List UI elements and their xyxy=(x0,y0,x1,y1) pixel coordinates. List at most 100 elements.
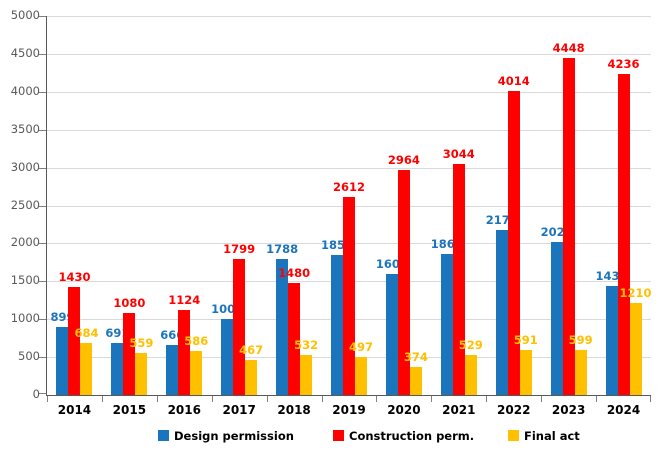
bar-construction-perm-2014 xyxy=(68,286,81,395)
x-axis-tick xyxy=(376,396,377,402)
bar-design-permission-2021 xyxy=(440,253,453,395)
bar-value-label: 497 xyxy=(348,340,373,355)
y-axis-tick xyxy=(39,243,46,245)
bar-final-act-2019 xyxy=(355,357,367,395)
y-axis-tick xyxy=(39,129,46,131)
bar-value-label: 4236 xyxy=(607,56,640,71)
bar-construction-perm-2022 xyxy=(507,90,520,395)
bar-value-label: 2964 xyxy=(387,153,420,168)
bar-final-act-2021 xyxy=(464,354,477,395)
bar-construction-perm-2016 xyxy=(178,309,191,395)
y-axis-line xyxy=(46,16,47,396)
y-axis-tick-label: 4000 xyxy=(10,83,40,98)
bar-value-label: 374 xyxy=(403,349,428,364)
x-category-label-2022: 2022 xyxy=(497,403,531,417)
bar-construction-perm-2019 xyxy=(343,197,355,395)
y-axis-tick-label: 2000 xyxy=(10,235,40,250)
y-axis-tick-label: 2500 xyxy=(10,197,40,212)
bar-construction-perm-2020 xyxy=(397,170,410,395)
x-axis-tick xyxy=(102,396,103,402)
plot-area: 899 691 666 1008 1788 1853 1600 1863 2173 2023 143… xyxy=(39,16,652,402)
bar-construction-perm-2023 xyxy=(562,57,575,395)
legend-swatch-design-permission xyxy=(158,430,169,441)
x-axis-tick xyxy=(212,396,213,402)
bar-design-permission-2018 xyxy=(276,259,289,395)
x-axis-tick xyxy=(431,396,432,402)
legend-swatch-final-act xyxy=(508,430,519,441)
bar-final-act-2015 xyxy=(135,352,148,395)
bar-value-label: 3044 xyxy=(442,147,475,162)
bar-design-permission-2020 xyxy=(385,273,398,395)
x-axis-tick xyxy=(322,396,323,402)
x-category-label-2016: 2016 xyxy=(167,403,201,417)
x-axis-tick xyxy=(541,396,542,402)
x-axis-tick xyxy=(47,396,48,402)
x-axis-tick xyxy=(650,396,651,402)
y-axis-tick xyxy=(39,393,46,394)
x-axis-tick xyxy=(157,396,158,402)
bar-construction-perm-2017 xyxy=(233,258,246,395)
y-axis-tick xyxy=(39,167,46,169)
x-axis-line xyxy=(46,395,651,396)
bar-final-act-2020 xyxy=(409,366,422,395)
y-axis-tick-label: 5000 xyxy=(10,8,40,22)
bar-value-label: 1799 xyxy=(223,241,256,256)
x-category-label-2024: 2024 xyxy=(606,403,641,417)
legend-label-design-permission: Design permission xyxy=(174,428,294,443)
gridline-4500 xyxy=(47,53,651,55)
bar-design-permission-2015 xyxy=(111,342,124,395)
bar-value-label: 1788 xyxy=(266,242,299,257)
bar-design-permission-2024 xyxy=(605,286,618,395)
gridline-3000 xyxy=(47,167,651,169)
bar-construction-perm-2024 xyxy=(617,73,630,395)
bar-value-label: 684 xyxy=(74,326,99,341)
x-category-label-2015: 2015 xyxy=(112,403,147,417)
bar-value-label: 666 xyxy=(160,327,185,342)
bar-design-permission-2016 xyxy=(166,344,179,395)
y-axis-tick xyxy=(39,53,46,55)
y-axis-tick-label: 3000 xyxy=(10,159,40,174)
bar-value-label: 586 xyxy=(184,333,209,348)
y-axis-tick xyxy=(39,16,46,17)
bar-value-label: 467 xyxy=(239,342,264,357)
bar-final-act-2023 xyxy=(574,349,587,395)
bar-final-act-2017 xyxy=(245,359,258,395)
legend-item-design-permission: Design permission xyxy=(158,428,294,443)
legend-label-final-act: Final act xyxy=(524,428,580,443)
bar-value-label: 2612 xyxy=(332,180,365,195)
legend-item-construction-perm: Construction perm. xyxy=(333,429,474,443)
bar-construction-perm-2021 xyxy=(452,164,465,395)
gridline-5000 xyxy=(47,16,651,17)
y-axis-tick-label: 500 xyxy=(18,349,40,364)
bar-value-label: 691 xyxy=(105,325,130,340)
bar-design-permission-2014 xyxy=(56,326,69,395)
x-category-label-2020: 2020 xyxy=(387,403,421,417)
bar-value-label: 559 xyxy=(129,335,154,350)
bar-value-label: 591 xyxy=(513,333,538,348)
bar-construction-perm-2015 xyxy=(123,313,136,395)
bar-value-label: 599 xyxy=(568,332,593,347)
bar-final-act-2018 xyxy=(300,354,313,395)
bar-value-label: 529 xyxy=(458,337,483,352)
x-axis-tick xyxy=(486,396,487,402)
bar-value-label: 1430 xyxy=(58,269,91,284)
bar-value-label: 1210 xyxy=(619,286,652,301)
bar-value-label: 1080 xyxy=(113,296,146,311)
x-category-label-2017: 2017 xyxy=(222,403,256,417)
x-category-label-2019: 2019 xyxy=(332,403,366,417)
y-axis-tick xyxy=(39,91,46,93)
bar-final-act-2016 xyxy=(190,350,203,395)
bar-design-permission-2019 xyxy=(331,254,343,395)
y-axis-tick-label: 3500 xyxy=(10,121,40,136)
y-axis-tick xyxy=(39,357,46,359)
x-category-label-2021: 2021 xyxy=(442,403,476,417)
y-axis-tick-label: 0 xyxy=(32,387,40,401)
bar-value-label: 532 xyxy=(294,337,319,352)
bar-value-label: 4014 xyxy=(497,73,530,88)
bar-final-act-2014 xyxy=(80,343,93,395)
bar-design-permission-2023 xyxy=(550,241,563,395)
y-axis-tick xyxy=(39,319,46,321)
legend-swatch-construction-perm xyxy=(333,430,344,441)
y-axis-tick-label: 1500 xyxy=(10,273,40,288)
